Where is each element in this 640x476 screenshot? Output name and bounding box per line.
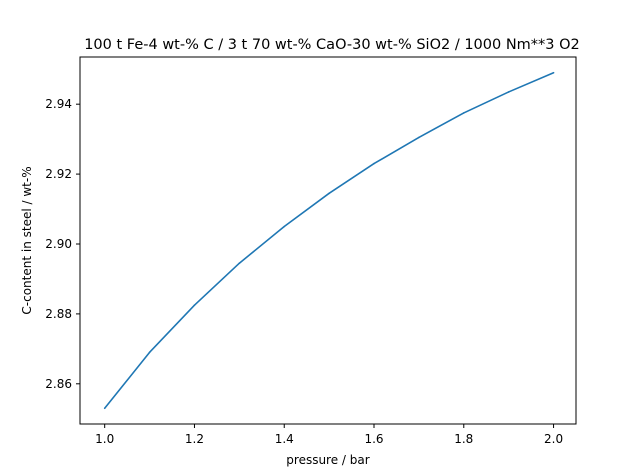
x-tick-label: 1.4	[275, 432, 294, 446]
y-tick-label: 2.88	[45, 307, 72, 321]
data-point	[418, 136, 420, 139]
x-tick-label: 1.2	[185, 432, 204, 446]
chart-title: 100 t Fe-4 wt-% C / 3 t 70 wt-% CaO-30 w…	[84, 37, 580, 53]
x-tick-label: 2.0	[544, 432, 563, 446]
axes-frame	[79, 56, 577, 425]
y-tick-label: 2.94	[45, 97, 72, 111]
y-tick-label: 2.90	[45, 237, 72, 251]
x-axis: 1.0 1.2 1.4 1.6 1.8 2.0	[95, 424, 563, 446]
y-tick-label: 2.86	[45, 377, 72, 391]
x-tick-label: 1.6	[364, 432, 383, 446]
x-tick-label: 1.0	[95, 432, 114, 446]
data-point	[238, 262, 241, 265]
data-point	[462, 112, 465, 114]
data-point	[328, 192, 330, 195]
y-axis: 2.86 2.88 2.90 2.92 2.94	[45, 97, 80, 391]
x-axis-label: pressure / bar	[286, 453, 369, 467]
data-point	[373, 162, 375, 165]
y-tick-label: 2.92	[45, 167, 72, 181]
data-point	[552, 71, 555, 74]
data-point	[193, 304, 196, 306]
data-point	[283, 225, 286, 228]
data-point	[507, 91, 510, 93]
data-point	[103, 407, 106, 410]
plot-area	[103, 71, 555, 410]
x-tick-label: 1.8	[454, 432, 473, 446]
y-axis-label: C-content in steel / wt-%	[20, 166, 34, 314]
data-point	[148, 351, 151, 354]
